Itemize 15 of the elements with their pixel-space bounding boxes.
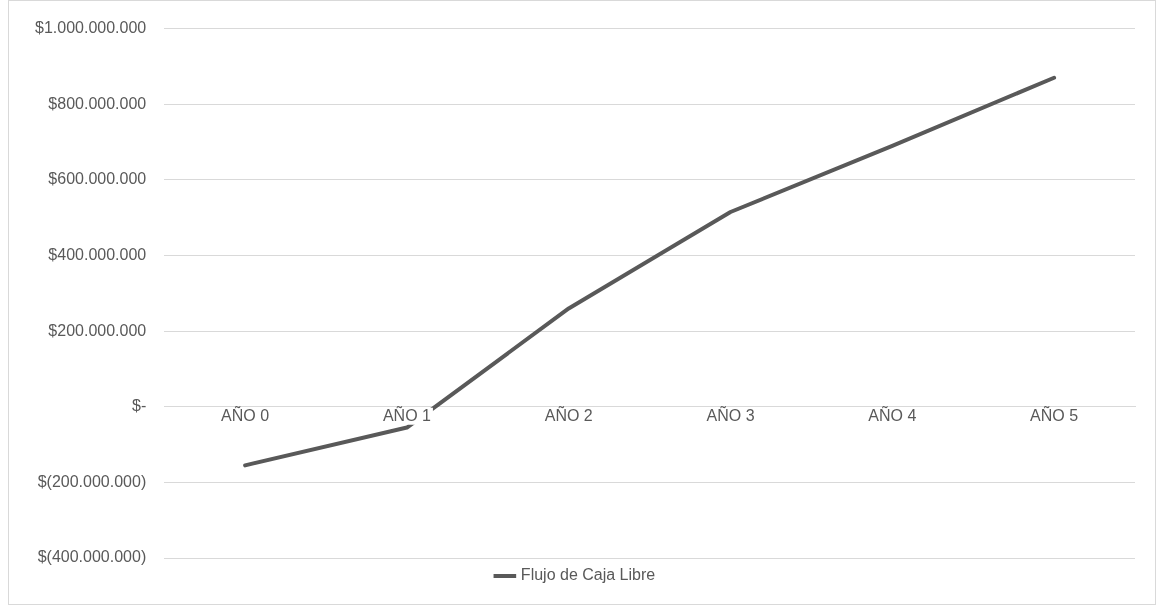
y-tick-label: $400.000.000 bbox=[48, 245, 147, 263]
y-tick-label: $(200.000.000) bbox=[37, 472, 147, 490]
legend-label: Flujo de Caja Libre bbox=[520, 566, 656, 584]
y-tick-label: $- bbox=[131, 397, 147, 415]
y-tick-label: $800.000.000 bbox=[48, 94, 147, 112]
y-tick-label: $600.000.000 bbox=[48, 170, 147, 188]
x-tick-label: AÑO 3 bbox=[706, 405, 755, 425]
x-tick-label: AÑO 1 bbox=[382, 405, 432, 425]
x-tick-label: AÑO 0 bbox=[221, 405, 270, 425]
y-tick-label: $1.000.000.000 bbox=[35, 19, 147, 37]
y-tick-label: $200.000.000 bbox=[48, 321, 147, 339]
y-tick-label: $(400.000.000) bbox=[37, 548, 147, 566]
x-tick-label: AÑO 2 bbox=[544, 405, 593, 425]
x-tick-label: AÑO 4 bbox=[868, 405, 917, 425]
x-tick-label: AÑO 5 bbox=[1030, 405, 1079, 425]
